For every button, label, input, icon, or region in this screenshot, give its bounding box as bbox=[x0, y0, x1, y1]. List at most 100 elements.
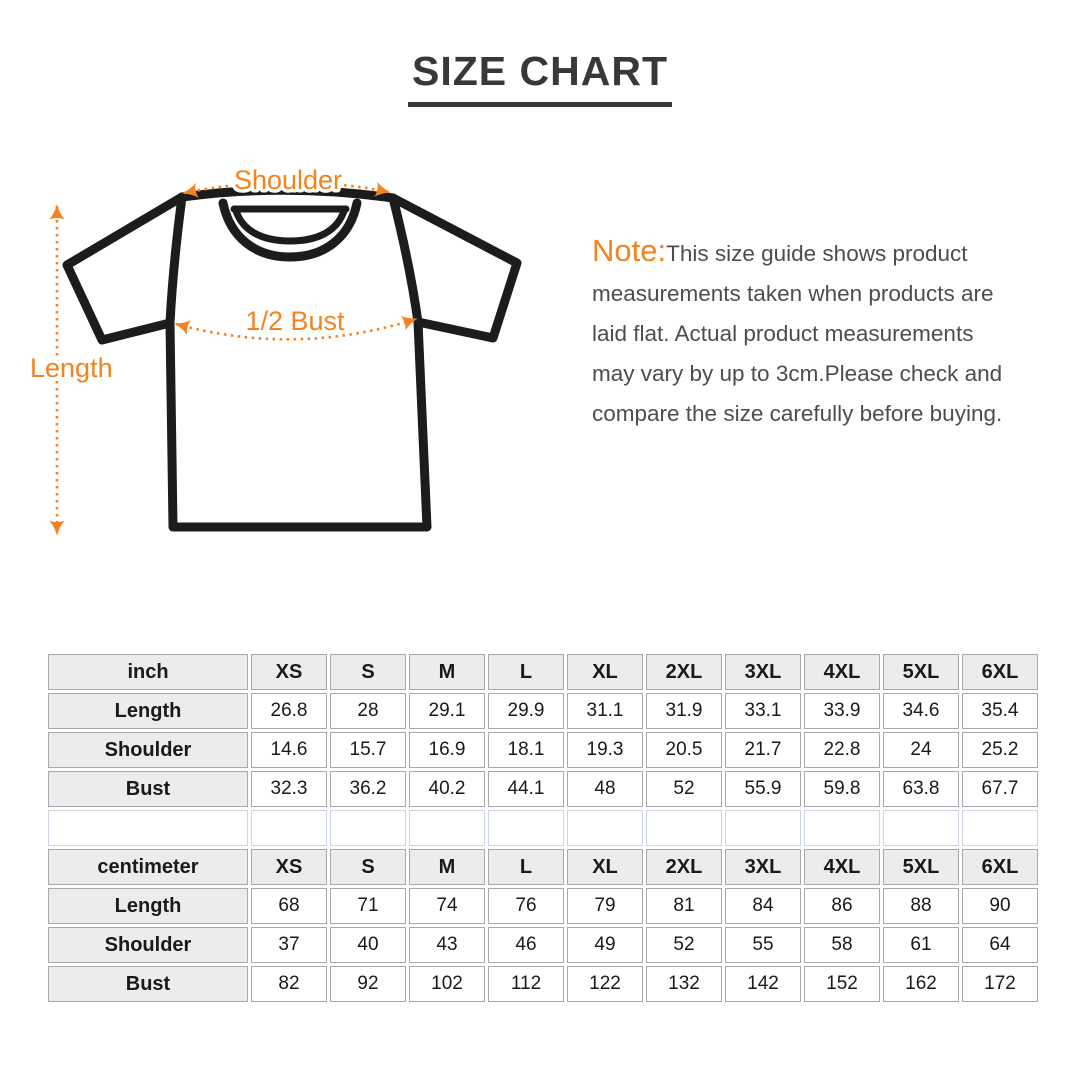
size-column-header: M bbox=[409, 654, 485, 690]
size-column-header: S bbox=[330, 849, 406, 885]
measurement-cell: 76 bbox=[488, 888, 564, 924]
shoulder-label: Shoulder bbox=[234, 165, 342, 195]
size-column-header: 6XL bbox=[962, 654, 1038, 690]
measurement-cell: 26.8 bbox=[251, 693, 327, 729]
size-column-header: 2XL bbox=[646, 654, 722, 690]
measurement-cell: 16.9 bbox=[409, 732, 485, 768]
measurement-cell: 55.9 bbox=[725, 771, 801, 807]
spacer-cell bbox=[804, 810, 880, 846]
measurement-cell: 20.5 bbox=[646, 732, 722, 768]
measurement-cell: 49 bbox=[567, 927, 643, 963]
measurement-cell: 64 bbox=[962, 927, 1038, 963]
row-label: Length bbox=[48, 888, 248, 924]
size-column-header: 5XL bbox=[883, 654, 959, 690]
measurement-cell: 31.1 bbox=[567, 693, 643, 729]
measurement-cell: 68 bbox=[251, 888, 327, 924]
measurement-cell: 86 bbox=[804, 888, 880, 924]
measurement-cell: 35.4 bbox=[962, 693, 1038, 729]
size-column-header: XL bbox=[567, 849, 643, 885]
note-body: This size guide shows product measuremen… bbox=[592, 241, 1003, 426]
measurement-cell: 67.7 bbox=[962, 771, 1038, 807]
measurement-cell: 19.3 bbox=[567, 732, 643, 768]
measurement-cell: 25.2 bbox=[962, 732, 1038, 768]
row-label: Shoulder bbox=[48, 732, 248, 768]
size-column-header: S bbox=[330, 654, 406, 690]
measurement-cell: 122 bbox=[567, 966, 643, 1002]
measurement-cell: 82 bbox=[251, 966, 327, 1002]
size-column-header: 4XL bbox=[804, 654, 880, 690]
size-column-header: 2XL bbox=[646, 849, 722, 885]
measurement-cell: 63.8 bbox=[883, 771, 959, 807]
row-label: Shoulder bbox=[48, 927, 248, 963]
measurement-cell: 92 bbox=[330, 966, 406, 1002]
measurement-cell: 29.1 bbox=[409, 693, 485, 729]
measurement-cell: 112 bbox=[488, 966, 564, 1002]
measurement-cell: 81 bbox=[646, 888, 722, 924]
bust-arrow bbox=[174, 315, 418, 341]
measurement-cell: 88 bbox=[883, 888, 959, 924]
size-column-header: 3XL bbox=[725, 849, 801, 885]
spacer-cell bbox=[330, 810, 406, 846]
size-column-header: XS bbox=[251, 654, 327, 690]
measurement-cell: 52 bbox=[646, 927, 722, 963]
measurement-cell: 74 bbox=[409, 888, 485, 924]
note-heading: Note: bbox=[592, 233, 667, 268]
measurement-cell: 59.8 bbox=[804, 771, 880, 807]
measurement-cell: 31.9 bbox=[646, 693, 722, 729]
measurement-cell: 15.7 bbox=[330, 732, 406, 768]
size-column-header: L bbox=[488, 849, 564, 885]
note: Note:This size guide shows product measu… bbox=[592, 231, 1044, 434]
measurement-cell: 37 bbox=[251, 927, 327, 963]
measurement-cell: 18.1 bbox=[488, 732, 564, 768]
measurement-cell: 43 bbox=[409, 927, 485, 963]
size-column-header: M bbox=[409, 849, 485, 885]
measurement-cell: 34.6 bbox=[883, 693, 959, 729]
unit-header-inch: inch bbox=[48, 654, 248, 690]
measurement-cell: 36.2 bbox=[330, 771, 406, 807]
measurement-cell: 46 bbox=[488, 927, 564, 963]
measurement-cell: 24 bbox=[883, 732, 959, 768]
bust-label: 1/2 Bust bbox=[245, 306, 345, 336]
measurement-cell: 142 bbox=[725, 966, 801, 1002]
measurement-cell: 28 bbox=[330, 693, 406, 729]
measurement-cell: 44.1 bbox=[488, 771, 564, 807]
measurement-cell: 79 bbox=[567, 888, 643, 924]
measurement-cell: 71 bbox=[330, 888, 406, 924]
size-column-header: 5XL bbox=[883, 849, 959, 885]
unit-header-centimeter: centimeter bbox=[48, 849, 248, 885]
measurement-cell: 48 bbox=[567, 771, 643, 807]
spacer-cell bbox=[48, 810, 248, 846]
row-label: Bust bbox=[48, 771, 248, 807]
spacer-cell bbox=[409, 810, 485, 846]
spacer-cell bbox=[567, 810, 643, 846]
measurement-cell: 172 bbox=[962, 966, 1038, 1002]
spacer-cell bbox=[725, 810, 801, 846]
size-column-header: XS bbox=[251, 849, 327, 885]
size-column-header: L bbox=[488, 654, 564, 690]
tshirt-outline bbox=[62, 185, 522, 532]
size-column-header: 6XL bbox=[962, 849, 1038, 885]
measurement-cell: 152 bbox=[804, 966, 880, 1002]
spacer-cell bbox=[962, 810, 1038, 846]
measurement-cell: 33.1 bbox=[725, 693, 801, 729]
measurement-cell: 22.8 bbox=[804, 732, 880, 768]
measurement-cell: 102 bbox=[409, 966, 485, 1002]
measurement-arrows bbox=[49, 180, 418, 536]
measurement-cell: 14.6 bbox=[251, 732, 327, 768]
size-column-header: 4XL bbox=[804, 849, 880, 885]
measurement-cell: 55 bbox=[725, 927, 801, 963]
measurement-cell: 132 bbox=[646, 966, 722, 1002]
measurement-cell: 84 bbox=[725, 888, 801, 924]
size-column-header: XL bbox=[567, 654, 643, 690]
measurement-cell: 61 bbox=[883, 927, 959, 963]
measurement-cell: 90 bbox=[962, 888, 1038, 924]
size-chart-title: SIZE CHART bbox=[408, 48, 672, 107]
measurement-cell: 29.9 bbox=[488, 693, 564, 729]
measurement-cell: 33.9 bbox=[804, 693, 880, 729]
tshirt-measurement-diagram: Shoulder 1/2 Bust Length bbox=[30, 162, 522, 536]
measurement-cell: 58 bbox=[804, 927, 880, 963]
length-label: Length bbox=[30, 353, 113, 383]
measurement-cell: 40.2 bbox=[409, 771, 485, 807]
measurement-cell: 32.3 bbox=[251, 771, 327, 807]
